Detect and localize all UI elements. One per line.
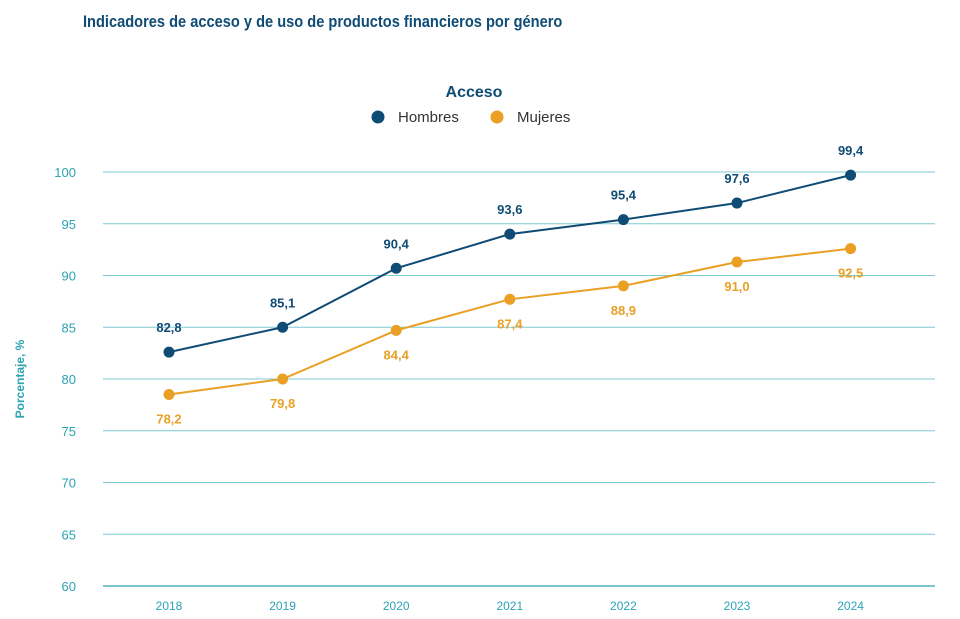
data-label-mujeres: 78,2 — [156, 412, 181, 427]
x-tick-label: 2018 — [156, 599, 183, 613]
data-label-hombres: 90,4 — [384, 236, 410, 251]
legend-marker-hombres — [371, 110, 385, 124]
data-point-mujeres — [390, 324, 402, 336]
x-axis-ticks: 2018 2019 2020 2021 2022 2023 2024 — [156, 599, 865, 613]
data-label-hombres: 82,8 — [156, 320, 181, 335]
y-tick-label: 90 — [62, 269, 76, 284]
data-point-mujeres — [277, 373, 289, 385]
chart-title: Indicadores de acceso y de uso de produc… — [83, 12, 563, 31]
data-point-hombres — [163, 346, 175, 358]
x-tick-label: 2020 — [383, 599, 410, 613]
data-label-mujeres: 79,8 — [270, 396, 295, 411]
y-axis-label: Porcentaje, % — [13, 339, 27, 418]
legend-label-hombres: Hombres — [398, 109, 459, 126]
y-tick-label: 80 — [62, 372, 76, 387]
data-label-hombres: 93,6 — [497, 202, 522, 217]
data-label-mujeres: 92,5 — [838, 266, 863, 281]
legend: Hombres Mujeres — [371, 109, 570, 126]
y-tick-label: 100 — [54, 165, 76, 180]
chart-subtitle: Acceso — [446, 84, 503, 101]
data-label-mujeres: 88,9 — [611, 303, 636, 318]
x-tick-label: 2022 — [610, 599, 637, 613]
x-tick-label: 2024 — [837, 599, 864, 613]
data-label-hombres: 97,6 — [724, 171, 749, 186]
gridlines — [103, 171, 935, 587]
data-point-hombres — [277, 321, 289, 333]
data-point-hombres — [731, 197, 743, 209]
x-tick-label: 2021 — [496, 599, 523, 613]
data-point-mujeres — [504, 293, 516, 305]
y-tick-label: 75 — [62, 424, 76, 439]
data-label-hombres: 85,1 — [270, 295, 295, 310]
y-tick-label: 70 — [62, 476, 76, 491]
data-label-hombres: 95,4 — [611, 188, 637, 203]
data-point-mujeres — [731, 256, 743, 268]
data-label-mujeres: 84,4 — [384, 347, 410, 362]
data-point-mujeres — [617, 280, 629, 292]
data-point-mujeres — [163, 389, 175, 401]
series-layer: 82,8 85,1 90,4 93,6 95,4 97,6 99,4 78,2 79,8 84,4… — [156, 143, 864, 426]
data-point-hombres — [617, 214, 629, 226]
data-point-hombres — [390, 262, 402, 274]
data-label-mujeres: 91,0 — [724, 279, 749, 294]
y-tick-label: 85 — [62, 320, 76, 335]
data-label-mujeres: 87,4 — [497, 316, 523, 331]
y-tick-label: 60 — [62, 579, 76, 594]
data-point-mujeres — [845, 243, 857, 255]
data-label-hombres: 99,4 — [838, 143, 864, 158]
x-tick-label: 2019 — [269, 599, 296, 613]
y-tick-label: 65 — [62, 527, 76, 542]
x-tick-label: 2023 — [724, 599, 751, 613]
legend-marker-mujeres — [490, 110, 504, 124]
y-tick-label: 95 — [62, 217, 76, 232]
data-point-hombres — [504, 228, 516, 240]
data-point-hombres — [845, 169, 857, 181]
y-axis-ticks: 60 65 70 75 80 85 90 95 100 — [54, 165, 76, 594]
legend-label-mujeres: Mujeres — [517, 109, 570, 126]
